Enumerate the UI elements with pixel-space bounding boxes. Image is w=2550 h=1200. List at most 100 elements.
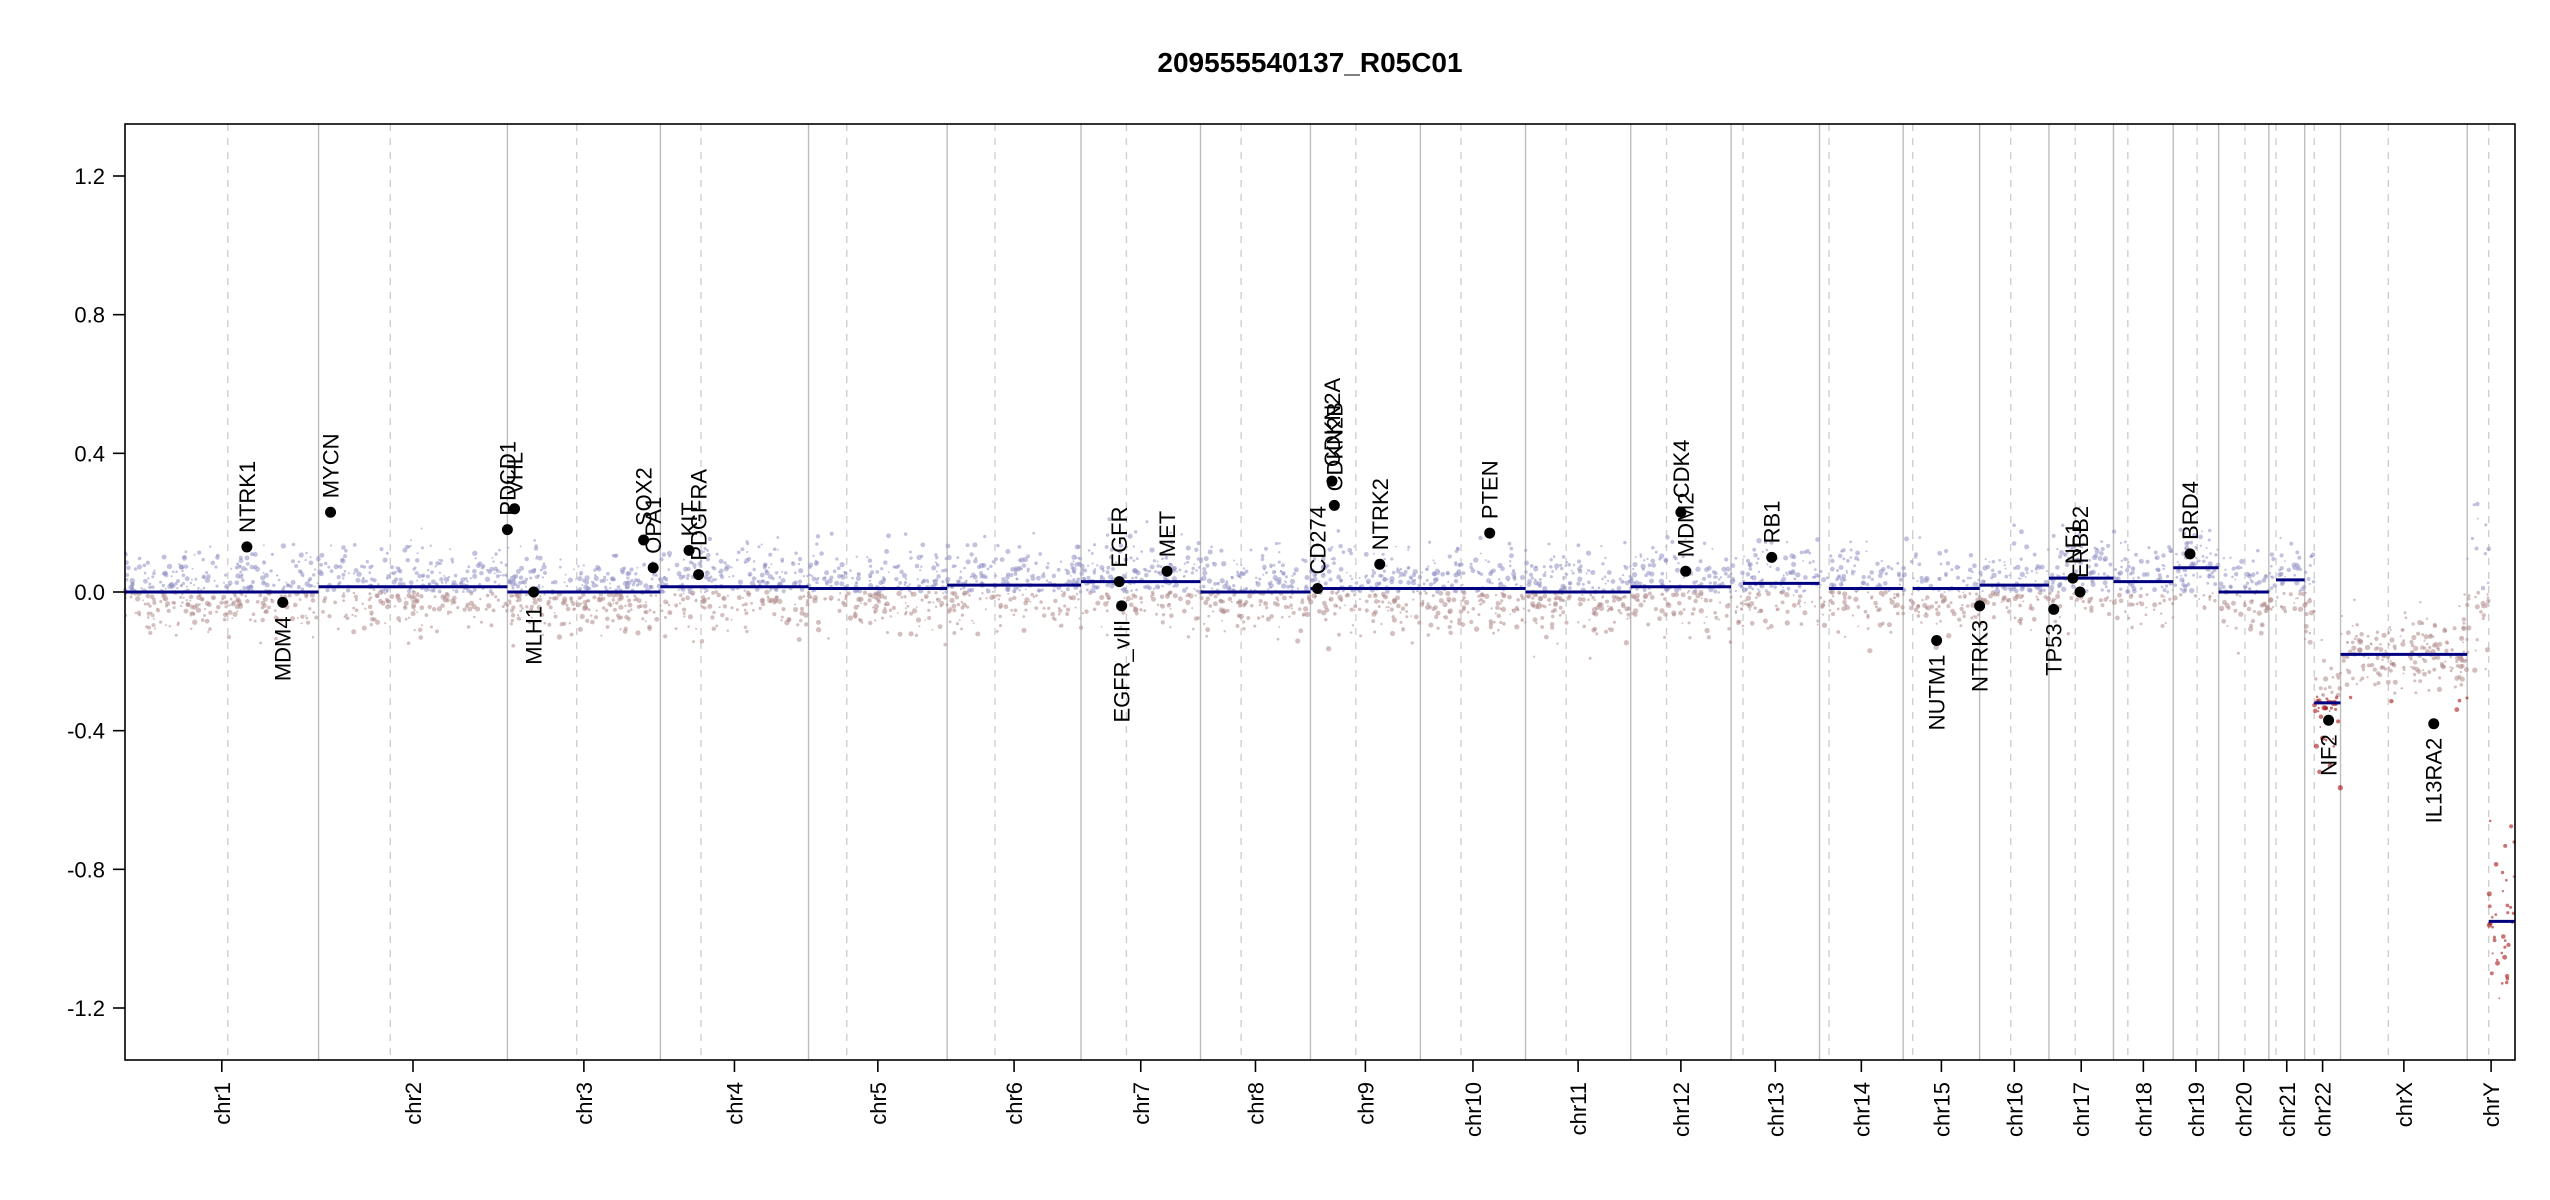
probe-point <box>1395 568 1401 574</box>
probe-point <box>406 641 411 645</box>
probe-point <box>723 561 727 565</box>
probe-point <box>280 543 287 549</box>
probe-point <box>998 624 1003 628</box>
probe-point <box>747 571 753 577</box>
probe-point <box>1634 556 1637 558</box>
probe-point <box>2145 606 2148 609</box>
gene-label: CD274 <box>1306 506 1331 574</box>
probe-point <box>499 571 502 574</box>
probe-point <box>1561 599 1564 602</box>
probe-point <box>1729 595 1733 599</box>
probe-point <box>745 590 751 595</box>
probe-point <box>558 565 562 569</box>
probe-point <box>1371 611 1377 617</box>
probe-point <box>145 593 151 599</box>
probe-point <box>1507 594 1512 600</box>
probe-point <box>1281 583 1287 589</box>
probe-point <box>1884 572 1888 576</box>
probe-point <box>1024 588 1027 591</box>
probe-point <box>815 577 819 581</box>
probe-point <box>941 569 945 573</box>
probe-point <box>873 608 879 613</box>
probe-point <box>1756 557 1760 561</box>
probe-point <box>2055 593 2061 599</box>
probe-point <box>1981 590 1984 593</box>
probe-point <box>2139 601 2145 607</box>
probe-point <box>1300 598 1304 602</box>
probe-point <box>710 580 714 583</box>
probe-point <box>1372 570 1377 575</box>
probe-point <box>2102 580 2108 586</box>
probe-point <box>2464 659 2468 662</box>
probe-point <box>2182 532 2187 536</box>
probe-point <box>1718 601 1722 604</box>
probe-point <box>2295 566 2300 571</box>
probe-point <box>2124 540 2127 544</box>
probe-point <box>1177 596 1183 602</box>
probe-point <box>1426 633 1431 637</box>
probe-point <box>1451 597 1457 603</box>
probe-point <box>1131 593 1136 598</box>
probe-point <box>2465 637 2469 642</box>
probe-point <box>518 575 524 580</box>
probe-point <box>806 591 811 595</box>
probe-point <box>980 581 984 585</box>
probe-point <box>744 611 749 616</box>
probe-point <box>2366 663 2371 668</box>
probe-point <box>377 583 380 586</box>
probe-point <box>2294 597 2298 600</box>
probe-point <box>1727 574 1731 579</box>
probe-point <box>2127 561 2130 563</box>
probe-point <box>1142 567 1147 571</box>
probe-point <box>596 597 602 603</box>
probe-point <box>1849 548 1853 552</box>
probe-point <box>2011 587 2016 592</box>
probe-point <box>970 572 976 578</box>
probe-point <box>606 578 609 581</box>
probe-point <box>1457 620 1462 626</box>
x-tick-label: chr9 <box>1353 1082 1378 1125</box>
probe-point <box>1513 575 1517 579</box>
probe-point <box>1718 578 1721 581</box>
probe-point <box>967 588 972 593</box>
probe-point <box>2425 617 2429 620</box>
probe-point <box>1473 626 1480 632</box>
probe-point <box>2375 656 2380 661</box>
probe-point <box>1751 575 1757 581</box>
probe-point <box>2223 572 2228 577</box>
probe-point <box>2335 672 2341 678</box>
y-tick-label: -1.2 <box>67 996 105 1021</box>
probe-point <box>714 578 718 581</box>
probe-point <box>1626 606 1632 611</box>
probe-point <box>1289 603 1293 608</box>
probe-point <box>1009 572 1014 578</box>
probe-point <box>2501 889 2505 893</box>
probe-point <box>1608 627 1614 633</box>
probe-point <box>1729 572 1733 576</box>
probe-point <box>2350 640 2355 645</box>
probe-point <box>491 556 494 559</box>
probe-point <box>352 542 357 547</box>
probe-point <box>1949 601 1953 605</box>
probe-point <box>252 551 258 557</box>
probe-point <box>2036 565 2042 570</box>
probe-point <box>1278 625 1281 628</box>
probe-point <box>694 599 698 603</box>
probe-point <box>421 579 424 582</box>
probe-point <box>316 582 319 585</box>
probe-point <box>1856 558 1860 562</box>
probe-point <box>2022 600 2025 603</box>
probe-point <box>1149 547 1155 553</box>
probe-point <box>1514 624 1520 630</box>
probe-point <box>215 610 218 614</box>
probe-point <box>2042 588 2046 592</box>
probe-point <box>479 597 482 601</box>
probe-point <box>154 627 157 630</box>
probe-point <box>484 607 488 611</box>
probe-point <box>1099 565 1105 571</box>
probe-point <box>1075 580 1080 585</box>
probe-point <box>956 579 960 584</box>
probe-point <box>1717 618 1720 621</box>
probe-point <box>2132 568 2135 571</box>
probe-point <box>368 571 372 575</box>
